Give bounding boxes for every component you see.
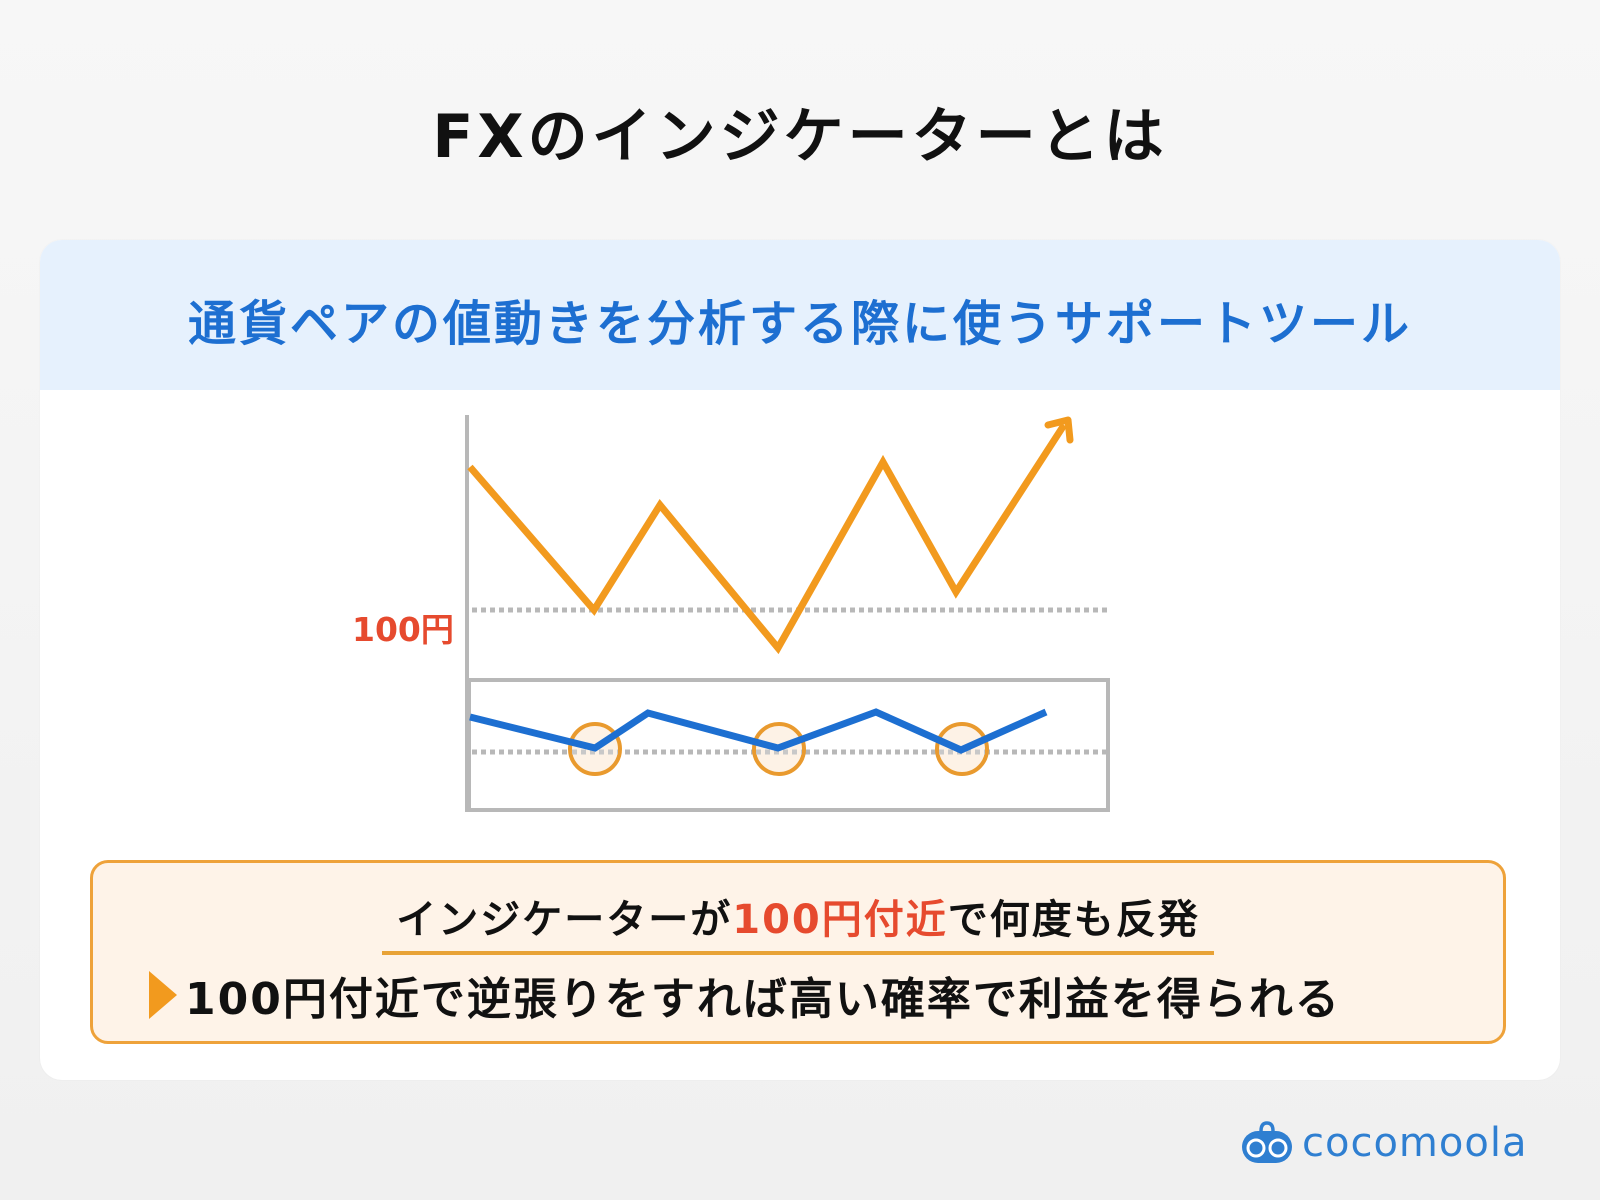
price-line: [467, 423, 1067, 655]
triangle-right-icon: [149, 971, 177, 1019]
level-100-label: 100円: [352, 610, 454, 649]
brand-logo: cocomoola: [1240, 1120, 1527, 1166]
callout-heading-suffix: で何度も反発: [947, 897, 1200, 943]
summary-callout: インジケーターが100円付近で何度も反発 100円付近で逆張りをすれば高い確率で…: [90, 860, 1506, 1044]
callout-heading-highlight: 100円付近: [732, 897, 948, 943]
callout-conclusion-text: 100円付近で逆張りをすれば高い確率で利益を得られる: [185, 974, 1341, 1025]
callout-conclusion: 100円付近で逆張りをすれば高い確率で利益を得られる: [149, 963, 1341, 1027]
indicator-panel: [467, 678, 1110, 812]
subtitle: 通貨ペアの値動きを分析する際に使うサポートツール: [187, 296, 1412, 352]
callout-heading: インジケーターが100円付近で何度も反発: [93, 887, 1503, 955]
subtitle-band: 通貨ペアの値動きを分析する際に使うサポートツール: [40, 240, 1560, 390]
page-title: FXのインジケーターとは: [432, 102, 1168, 172]
callout-heading-prefix: インジケーターが: [396, 897, 733, 943]
robot-face-icon: [1242, 1121, 1292, 1163]
indicator-line: [469, 708, 1048, 754]
arrow-up-icon: [1044, 416, 1074, 444]
brand-name: cocomoola: [1302, 1120, 1528, 1166]
